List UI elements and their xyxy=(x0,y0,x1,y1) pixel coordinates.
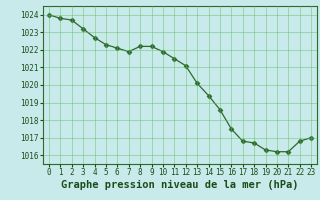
X-axis label: Graphe pression niveau de la mer (hPa): Graphe pression niveau de la mer (hPa) xyxy=(61,180,299,190)
